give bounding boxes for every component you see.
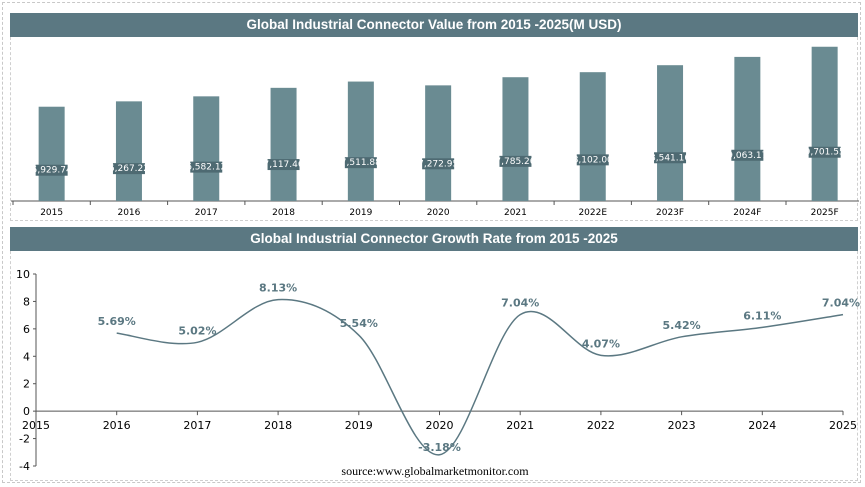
bar-value-label: 7,511.88 [341,158,381,168]
line-y-tick-label: -4 [19,460,30,473]
growth-point-label: 7.04% [501,297,539,310]
growth-point-label: 7.04% [822,297,860,310]
bar-x-tick-label: 2021 [504,208,527,218]
line-y-tick-label: 0 [23,405,30,418]
line-x-tick-label: 2021 [506,419,534,432]
bar-x-tick-label: 2015 [40,208,63,218]
growth-point-label: 5.69% [98,315,136,328]
bar-x-tick-label: 2016 [117,208,140,218]
growth-rate-line [116,298,844,456]
bar [734,56,761,201]
bar-chart-title: Global Industrial Connector Value from 2… [10,13,858,37]
bar-x-tick-label: 2023F [656,208,684,218]
bar [115,101,142,201]
line-y-tick-label: 2 [23,378,30,391]
bar-value-label-bg [731,149,764,161]
bar-x-tick-label: 2025F [811,208,839,218]
line-x-tick-label: 2016 [103,419,131,432]
bar [425,85,452,201]
bar [193,96,220,201]
line-y-tick-label: 10 [16,268,30,281]
bar-value-label: 7,272.95 [418,159,458,169]
bar-value-label-bg [267,159,300,171]
growth-point-label: 5.42% [663,319,701,332]
bar-x-tick-label: 2020 [427,208,450,218]
bar-value-label-bg [499,155,532,167]
line-chart-title: Global Industrial Connector Growth Rate … [10,227,858,251]
bar-value-label-bg [422,158,455,170]
bar-value-label-bg [344,157,377,169]
line-y-tick-label: 6 [23,323,30,336]
bar-x-tick-label: 2019 [349,208,372,218]
bar [502,77,529,201]
line-y-tick-label: 4 [23,350,30,363]
bar-value-label-bg [190,161,223,173]
bar-x-tick-label: 2024F [733,208,761,218]
bar-value-label-bg [808,146,841,158]
bar-value-label-bg [654,152,687,164]
bar-x-tick-label: 2017 [195,208,218,218]
line-x-tick-label: 2025 [829,419,857,432]
bar [347,81,374,201]
line-y-tick-label: -2 [19,433,30,446]
growth-point-label: 4.07% [582,337,620,350]
line-x-tick-label: 2018 [264,419,292,432]
line-y-tick-label: 8 [23,295,30,308]
growth-point-label: -3.18% [418,441,461,454]
bar-value-label: 8,541.16 [650,153,690,163]
line-x-tick-label: 2024 [748,419,776,432]
bar-value-label-bg [35,164,68,176]
bar-value-label-bg [112,163,145,175]
bar-value-label: 8,102.00 [573,155,613,165]
bar-value-label: 9,063.17 [727,151,767,161]
bar-value-label: 7,785.26 [495,157,535,167]
line-chart: 10 8 6 4 2 0 -2 -4 2015 2016 2017 2018 2019 2020 2021 2… [16,268,860,473]
source-note: source:www.globalmarketmonitor.com [341,464,529,478]
bar-chart: 5,929.74 2015 6,267.22 2016 6,582.12 2017 7,11… [11,46,859,218]
growth-point-label: 8.13% [259,282,297,295]
bar [657,65,684,201]
bar-value-label: 9,701.55 [805,148,845,158]
line-x-tick-label: 2015 [22,419,50,432]
growth-point-label: 6.11% [743,309,781,322]
bar [811,46,838,201]
line-x-tick-label: 2020 [426,419,454,432]
bar-value-label: 6,582.12 [186,163,226,173]
bar-x-tick-label: 2018 [272,208,295,218]
bar-value-label: 6,267.22 [109,164,149,174]
bar-chart-panel: 5,929.74 2015 6,267.22 2016 6,582.12 2017 7,11… [10,37,859,221]
line-x-tick-label: 2019 [345,419,373,432]
bar [579,72,606,202]
bar-value-label: 7,117.46 [264,160,304,170]
bar-value-label: 5,929.74 [32,166,72,176]
line-x-tick-label: 2023 [668,419,696,432]
bar [270,87,297,201]
growth-point-label: 5.02% [178,324,216,337]
bar-value-label-bg [576,154,609,166]
growth-point-label: 5.54% [340,317,378,330]
line-chart-panel: 10 8 6 4 2 0 -2 -4 2015 2016 2017 2018 2019 2020 2021 2… [10,251,860,481]
bar-x-tick-label: 2022E [578,208,607,218]
line-x-tick-label: 2022 [587,419,615,432]
bar [38,106,65,201]
line-x-tick-label: 2017 [183,419,211,432]
